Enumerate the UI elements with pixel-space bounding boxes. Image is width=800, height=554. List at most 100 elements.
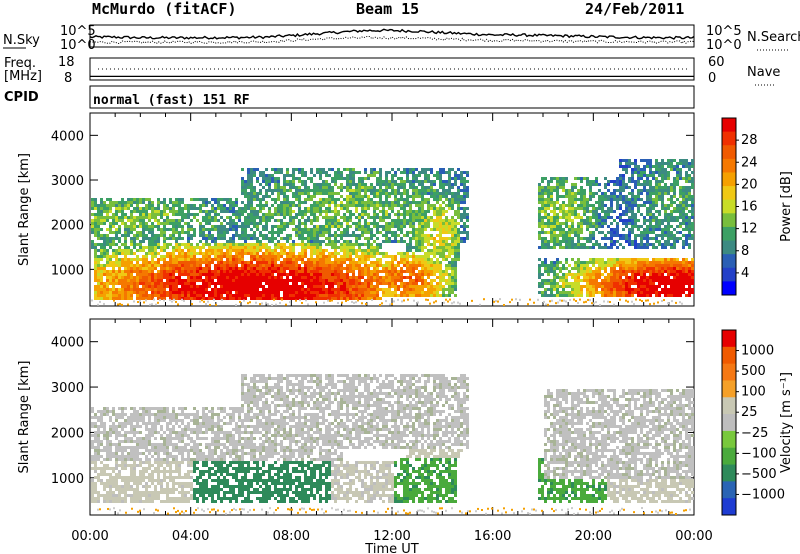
power-cell [220, 198, 223, 201]
power-cell [334, 234, 337, 237]
power-cell [433, 270, 436, 273]
power-cell [412, 258, 415, 261]
power-cell [100, 222, 103, 225]
power-cell [382, 279, 385, 282]
power-cell [595, 213, 598, 216]
power-cell [139, 249, 142, 252]
power-cell [634, 237, 637, 240]
power-cell [334, 174, 337, 177]
power-cell [196, 246, 199, 249]
power-cell [235, 279, 238, 282]
power-cell [160, 228, 163, 231]
power-cell [427, 240, 430, 243]
power-cell [403, 180, 406, 183]
power-cell [358, 189, 361, 192]
power-cell [202, 219, 205, 222]
power-cell [625, 171, 628, 174]
power-cell [586, 225, 589, 228]
power-cell [265, 282, 268, 285]
power-cell [139, 246, 142, 249]
power-cell [436, 225, 439, 228]
power-cell [439, 279, 442, 282]
power-cell [415, 216, 418, 219]
power-cell [619, 276, 622, 279]
power-cell [247, 219, 250, 222]
power-cell [451, 225, 454, 228]
power-cell [229, 252, 232, 255]
power-cell [166, 285, 169, 288]
power-cell [223, 279, 226, 282]
power-cell [298, 267, 301, 270]
power-cell [424, 258, 427, 261]
power-cell [175, 231, 178, 234]
power-cell [601, 231, 604, 234]
power-cell [160, 249, 163, 252]
power-cell [247, 264, 250, 267]
power-cell [121, 204, 124, 207]
power-cell [439, 231, 442, 234]
power-cell [607, 288, 610, 291]
power-cell [313, 276, 316, 279]
power-cell [403, 276, 406, 279]
power-cell [454, 279, 457, 282]
power-cell [124, 252, 127, 255]
power-cell [166, 255, 169, 258]
power-cell [295, 195, 298, 198]
power-cell [568, 234, 571, 237]
power-cell [583, 270, 586, 273]
power-cell [298, 198, 301, 201]
power-cell [562, 186, 565, 189]
power-cell [454, 177, 457, 180]
power-cell [397, 204, 400, 207]
power-cell [364, 168, 367, 171]
power-cell [157, 270, 160, 273]
power-cell [145, 246, 148, 249]
power-cell [142, 234, 145, 237]
power-cell [154, 273, 157, 276]
power-cell [145, 267, 148, 270]
power-cell [304, 270, 307, 273]
power-cell [601, 219, 604, 222]
power-cell [445, 270, 448, 273]
power-cell [118, 219, 121, 222]
power-cell [556, 225, 559, 228]
power-cell [586, 267, 589, 270]
power-cell [439, 252, 442, 255]
power-cell [220, 252, 223, 255]
power-cell [397, 261, 400, 264]
power-cell [136, 261, 139, 264]
power-cell [595, 243, 598, 246]
power-cell [547, 279, 550, 282]
power-cell [208, 228, 211, 231]
power-cell [253, 168, 256, 171]
power-cell [334, 243, 337, 246]
power-cell [433, 195, 436, 198]
power-cell [442, 219, 445, 222]
power-cell [295, 228, 298, 231]
power-cell [316, 237, 319, 240]
power-cell [409, 213, 412, 216]
power-cell [544, 261, 547, 264]
power-cell [220, 204, 223, 207]
power-cell [313, 204, 316, 207]
power-cell [349, 180, 352, 183]
power-cell [544, 270, 547, 273]
power-cell [106, 210, 109, 213]
power-cell [244, 273, 247, 276]
power-cell [181, 243, 184, 246]
power-cell [190, 279, 193, 282]
power-cell [619, 177, 622, 180]
power-cell [193, 282, 196, 285]
power-cell [223, 204, 226, 207]
power-cell [109, 225, 112, 228]
power-cell [247, 246, 250, 249]
power-cell [445, 210, 448, 213]
power-cell [220, 294, 223, 297]
power-cell [214, 282, 217, 285]
power-cell [229, 261, 232, 264]
power-cell [598, 231, 601, 234]
power-cell [388, 231, 391, 234]
power-cell [562, 267, 565, 270]
power-cell [550, 264, 553, 267]
power-cell [628, 258, 631, 261]
